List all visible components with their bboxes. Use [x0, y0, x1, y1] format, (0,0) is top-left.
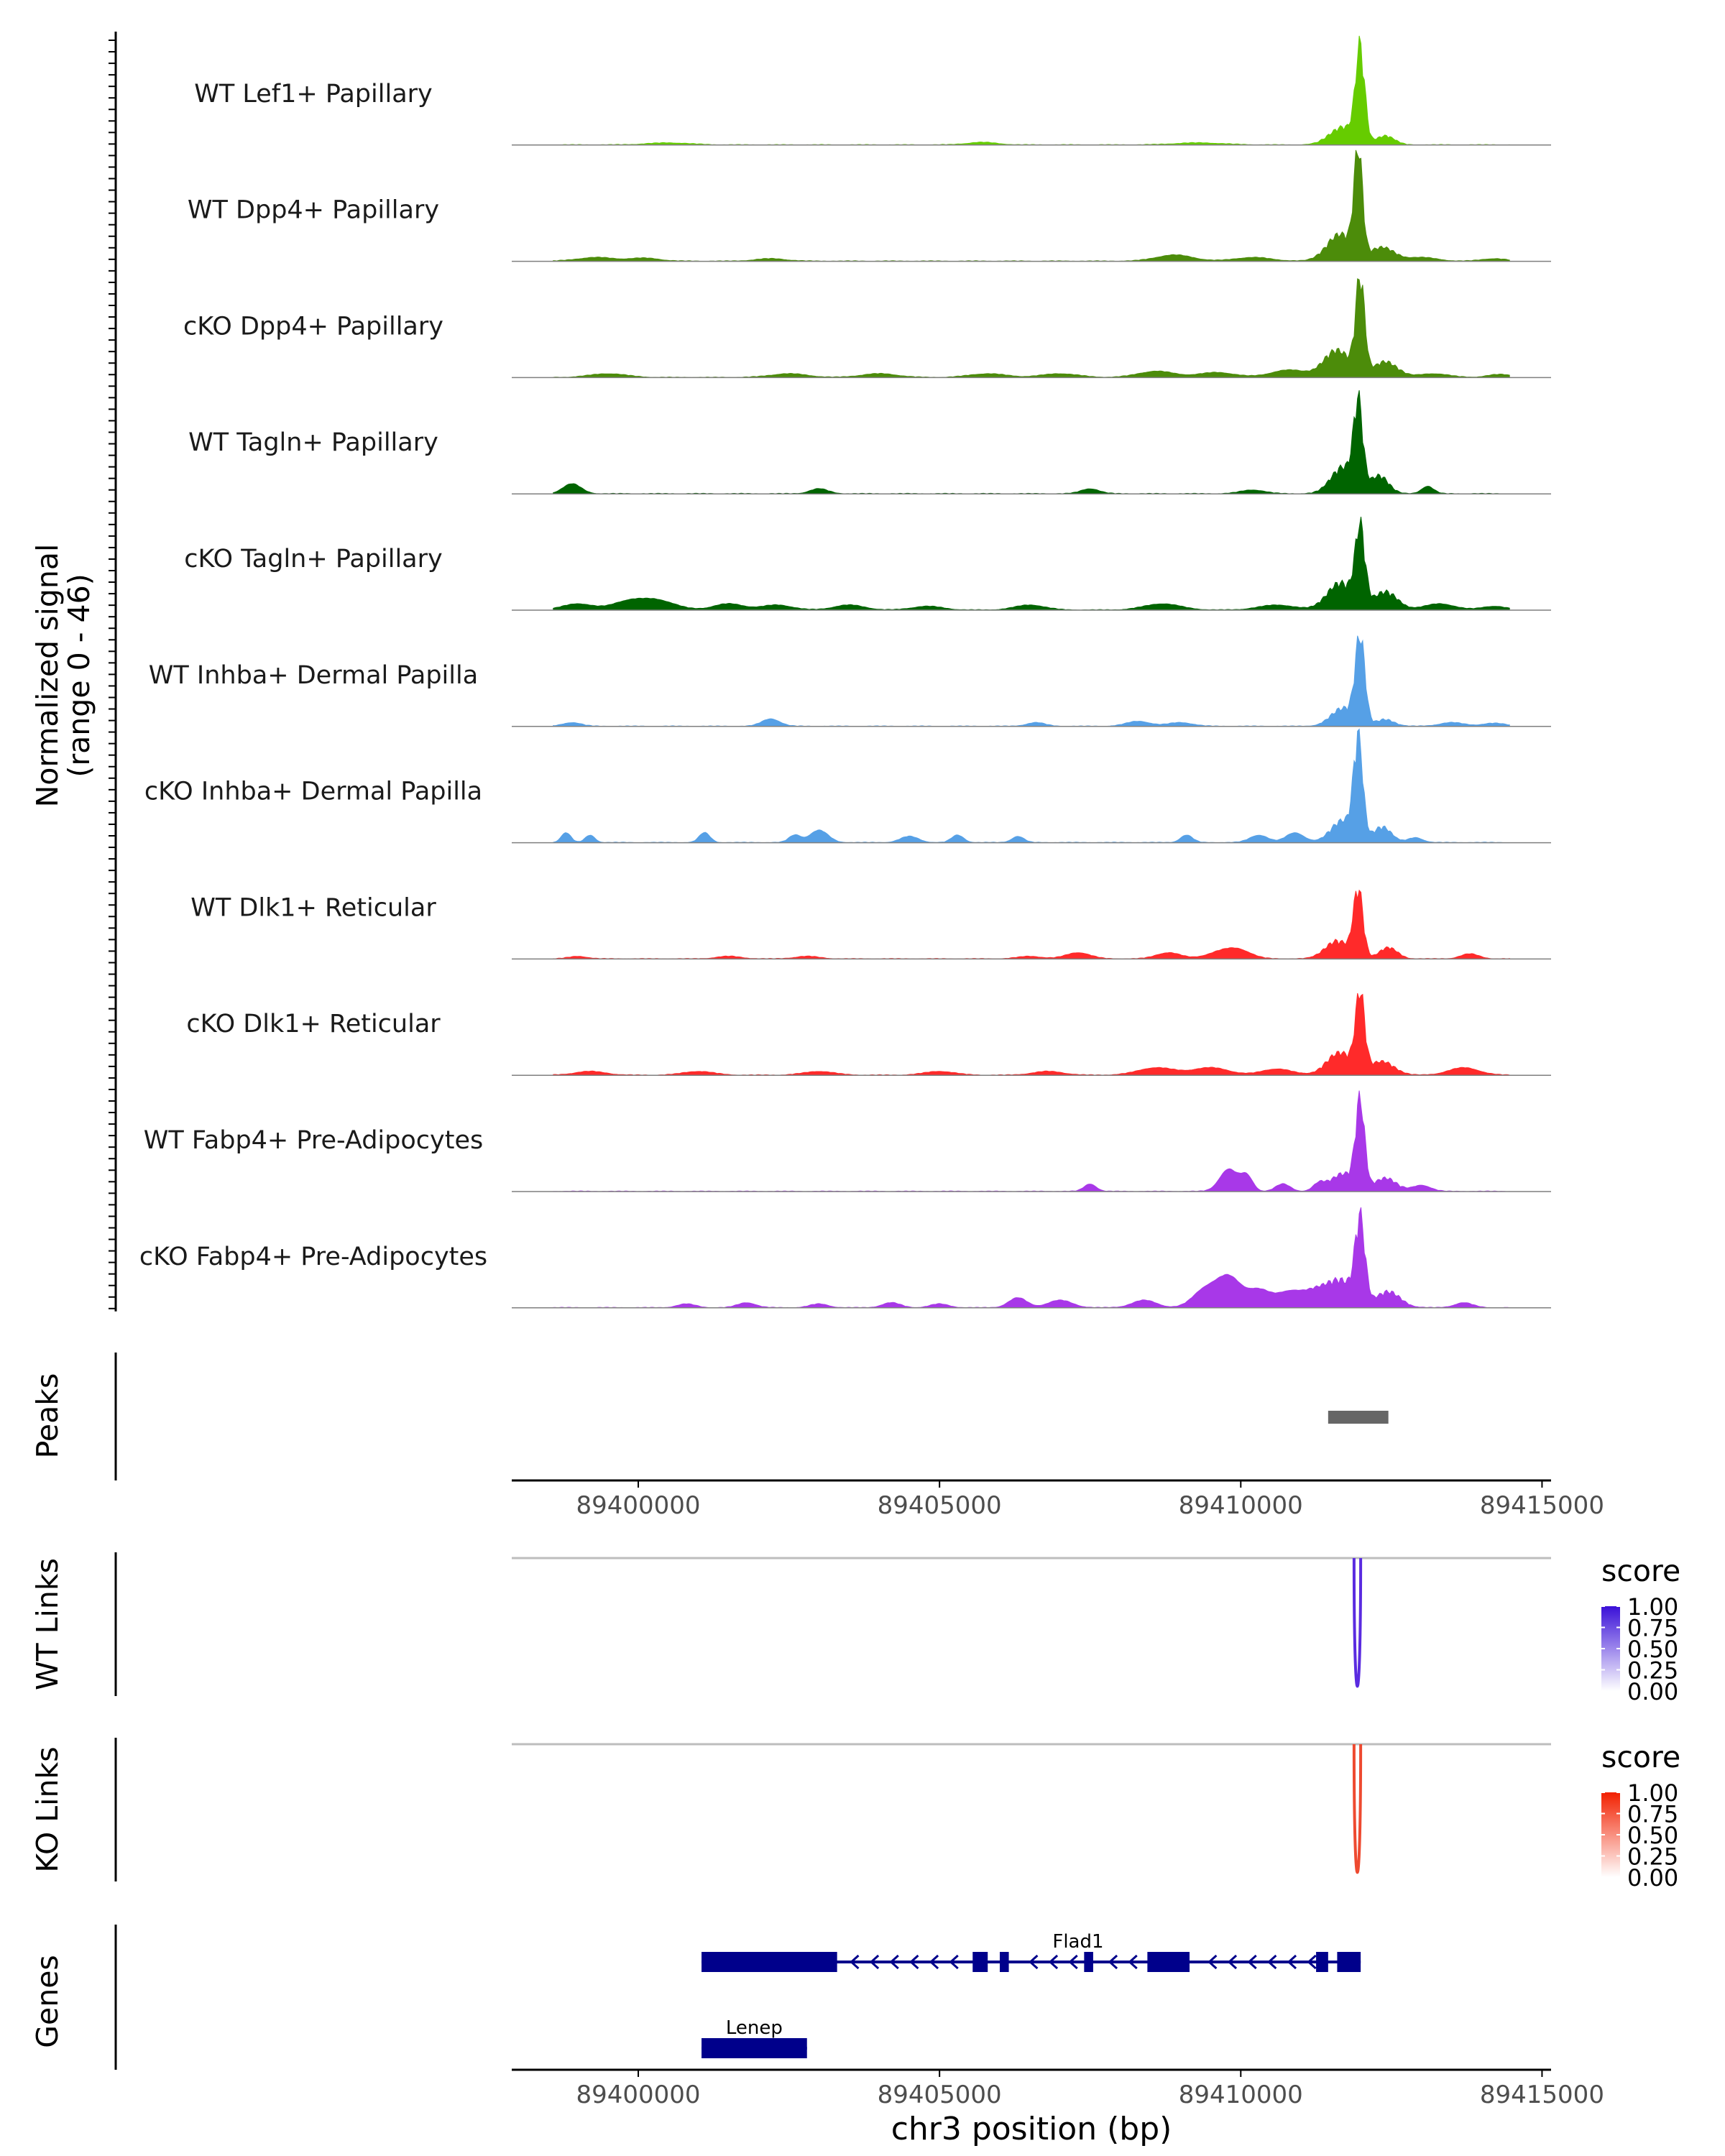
coverage-track-label: WT Fabp4+ Pre-Adipocytes: [144, 1126, 483, 1155]
coverage-track-label: WT Dlk1+ Reticular: [190, 893, 436, 922]
gene-exon: [1316, 1952, 1328, 1972]
gene-strand-arrow: [1267, 1954, 1277, 1970]
coverage-track: WT Lef1+ Papillary: [194, 35, 1551, 146]
x-tick-label: 89405000: [878, 2081, 1002, 2109]
gene-strand-arrow: [850, 1954, 860, 1970]
coverage-track-label: cKO Fabp4+ Pre-Adipocytes: [139, 1243, 487, 1271]
coverage-track: cKO Inhba+ Dermal Papilla: [144, 728, 1551, 844]
coverage-track: WT Dlk1+ Reticular: [190, 889, 1551, 960]
coverage-tracks: WT Lef1+ Papillary WT Dpp4+ Papillary cKO …: [139, 35, 1551, 1309]
coverage-track-label: cKO Inhba+ Dermal Papilla: [144, 778, 482, 806]
x-tick-label: 89415000: [1480, 2081, 1604, 2109]
legend-tick-label: 1.00: [1627, 1779, 1678, 1807]
x-tick-label: 89410000: [1179, 1491, 1303, 1520]
gene-strand-arrow: [1068, 1954, 1078, 1970]
gene-name-label: Flad1: [1052, 1931, 1103, 1953]
coverage-track-label: WT Lef1+ Papillary: [194, 80, 433, 109]
x-tick-label: 89405000: [878, 1491, 1002, 1520]
x-tick-label: 89400000: [576, 1491, 701, 1520]
coverage-track-label: WT Inhba+ Dermal Papilla: [149, 661, 478, 690]
links-track-label: KO Links: [30, 1746, 65, 1872]
gene-strand-arrow: [1307, 1954, 1317, 1970]
gene-name-label: Lenep: [726, 2017, 783, 2039]
gene-strand-arrow: [1208, 1954, 1218, 1970]
legend-tick-label: 0.50: [1627, 1822, 1678, 1849]
gene-strand-arrow: [1287, 1954, 1297, 1970]
x-tick-label: 89410000: [1179, 2081, 1303, 2109]
x-axis-upper: 89400000 89405000 89410000 89415000: [512, 1479, 1604, 1520]
coverage-track: cKO Tagln+ Papillary: [184, 517, 1551, 611]
gene-exon: [972, 1952, 988, 1972]
legend-tick-label: 0.25: [1627, 1843, 1678, 1871]
gene-exon: [1147, 1952, 1190, 1972]
coverage-track-label: WT Dpp4+ Papillary: [188, 196, 439, 225]
link-arc: [1352, 1557, 1363, 1688]
coverage-y-axis-title: Normalized signal: [30, 544, 65, 808]
gene-strand-arrow: [1128, 1954, 1138, 1970]
coverage-area: [553, 889, 1510, 959]
coverage-track-label: cKO Dlk1+ Reticular: [186, 1010, 441, 1038]
legend-tick-label: 0.00: [1627, 1678, 1678, 1705]
gene-exon: [1337, 1952, 1361, 1972]
links-track-label: WT Links: [30, 1558, 65, 1690]
gene-model: Flad1: [702, 1931, 1361, 1972]
gene-exon: [1084, 1952, 1093, 1972]
coverage-track: cKO Dpp4+ Papillary: [183, 278, 1551, 379]
coverage-track: cKO Fabp4+ Pre-Adipocytes: [139, 1207, 1551, 1309]
gene-exon: [999, 1952, 1009, 1972]
legend-tick-label: 0.75: [1627, 1615, 1678, 1642]
coverage-track-label: WT Tagln+ Papillary: [188, 428, 438, 457]
coverage-track: WT Inhba+ Dermal Papilla: [149, 635, 1551, 727]
gene-strand-arrow: [1247, 1954, 1257, 1970]
coverage-area: [553, 992, 1510, 1076]
gene-exon: [702, 1952, 837, 1972]
coverage-track-label: cKO Dpp4+ Papillary: [183, 312, 443, 341]
coverage-track: cKO Dlk1+ Reticular: [186, 992, 1551, 1076]
gene-strand-arrow: [1108, 1954, 1118, 1970]
coverage-track: WT Dpp4+ Papillary: [188, 149, 1551, 262]
coverage-area: [553, 517, 1510, 611]
link-arc: [1352, 1743, 1363, 1874]
gene-exon: [702, 2038, 807, 2058]
gene-strand-arrow: [1227, 1954, 1238, 1970]
gene-strand-arrow: [949, 1954, 959, 1970]
peaks-track: [114, 1353, 1389, 1480]
peaks-track-label: Peaks: [30, 1373, 65, 1459]
coverage-track-label: cKO Tagln+ Papillary: [184, 545, 443, 573]
legend-title: score: [1601, 1554, 1680, 1588]
gene-strand-arrow: [889, 1954, 899, 1970]
coverage-y-axis: [109, 32, 117, 1312]
legend-tick-label: 0.50: [1627, 1636, 1678, 1663]
gene-strand-arrow: [1048, 1954, 1059, 1970]
legend-tick-label: 0.00: [1627, 1864, 1678, 1892]
genes-track: Flad1 Lenep: [114, 1925, 1361, 2070]
x-axis-title: chr3 position (bp): [891, 2111, 1172, 2147]
legend-tick-label: 0.25: [1627, 1657, 1678, 1685]
gene-strand-arrow: [929, 1954, 939, 1970]
coverage-track: WT Tagln+ Papillary: [188, 390, 1551, 494]
x-tick-label: 89415000: [1480, 1491, 1604, 1520]
legend-tick-label: 0.75: [1627, 1801, 1678, 1828]
genes-track-label: Genes: [30, 1955, 65, 2048]
gene-strand-arrow: [869, 1954, 880, 1970]
gene-model: Lenep: [702, 2017, 807, 2058]
links-track: WT Links score 1.000.750.500.250.00: [30, 1552, 1680, 1705]
links-track: KO Links score 1.000.750.500.250.00: [30, 1738, 1680, 1892]
gene-strand-arrow: [909, 1954, 919, 1970]
legend-tick-label: 1.00: [1627, 1593, 1678, 1621]
coverage-y-axis-range: (range 0 - 46): [62, 573, 96, 777]
peak-region: [1328, 1411, 1389, 1424]
coverage-track: WT Fabp4+ Pre-Adipocytes: [144, 1090, 1551, 1192]
x-axis-lower: 89400000 89405000 89410000 89415000: [512, 2068, 1604, 2109]
coverage-area: [553, 728, 1510, 844]
gene-strand-arrow: [1029, 1954, 1039, 1970]
legend-title: score: [1601, 1740, 1680, 1774]
x-tick-label: 89400000: [576, 2081, 701, 2109]
